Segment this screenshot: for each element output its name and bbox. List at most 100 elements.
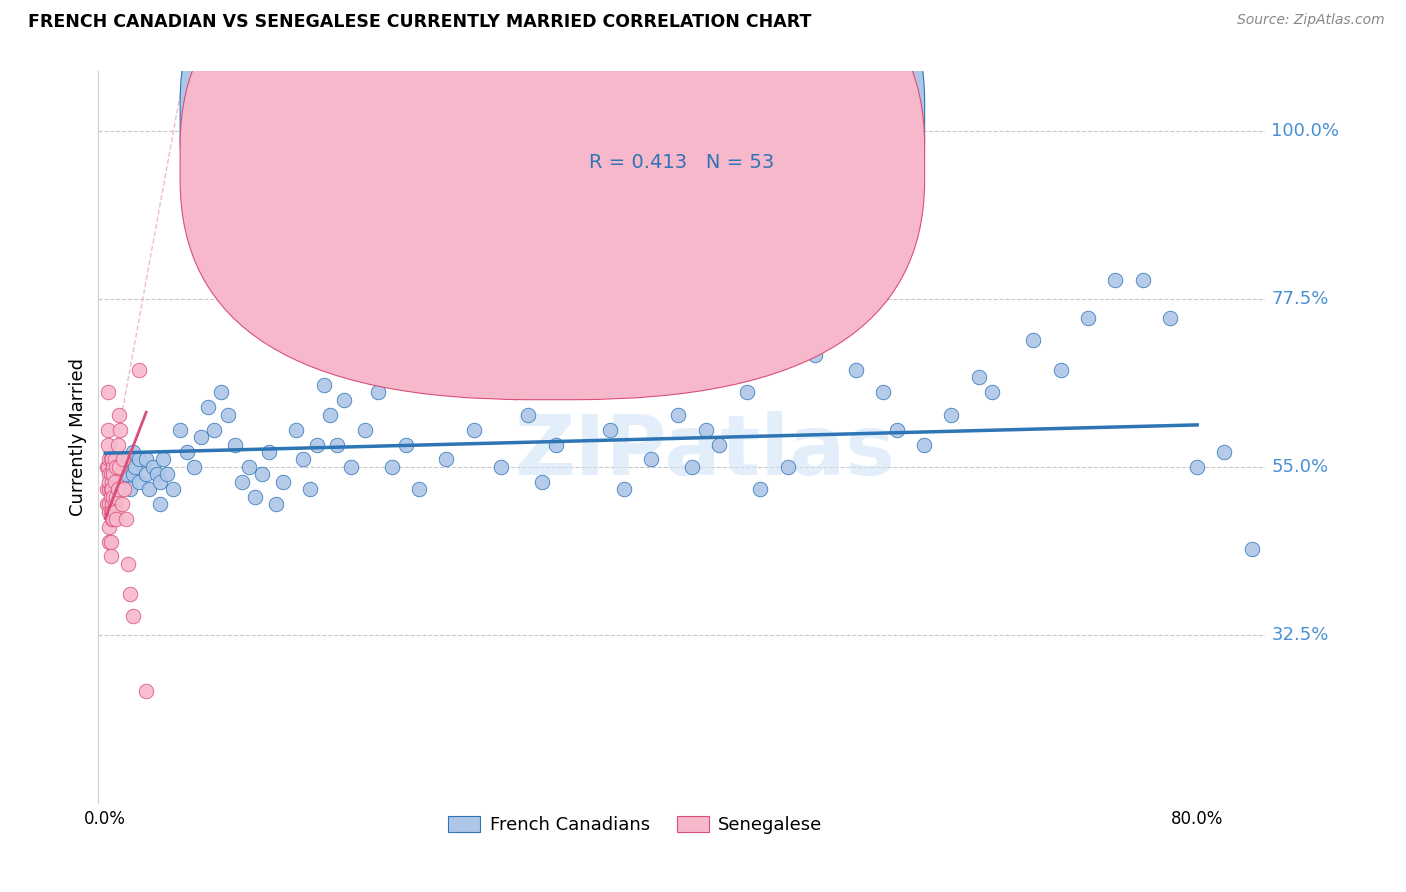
- Point: [169, 423, 191, 437]
- Point: [100, 549, 122, 564]
- Point: [103, 467, 125, 482]
- Point: [111, 459, 134, 474]
- Point: [749, 483, 772, 497]
- Point: [912, 437, 935, 451]
- Point: [97, 459, 120, 474]
- Point: [128, 475, 150, 489]
- Point: [381, 459, 404, 474]
- Point: [101, 497, 124, 511]
- Point: [111, 452, 134, 467]
- Point: [124, 459, 146, 474]
- Point: [217, 408, 239, 422]
- Point: [599, 423, 621, 437]
- Point: [264, 497, 287, 511]
- Point: [668, 408, 690, 422]
- Point: [326, 437, 349, 451]
- Point: [112, 483, 135, 497]
- Point: [1104, 273, 1126, 287]
- Point: [156, 467, 179, 482]
- Text: FRENCH CANADIAN VS SENEGALESE CURRENTLY MARRIED CORRELATION CHART: FRENCH CANADIAN VS SENEGALESE CURRENTLY …: [28, 13, 811, 31]
- Point: [544, 437, 567, 451]
- Point: [101, 475, 124, 489]
- Point: [97, 437, 120, 451]
- Point: [118, 483, 141, 497]
- Point: [353, 423, 375, 437]
- Point: [1350, 423, 1372, 437]
- Point: [981, 385, 1004, 400]
- Point: [108, 408, 131, 422]
- Point: [319, 408, 342, 422]
- Point: [709, 437, 731, 451]
- Point: [98, 483, 121, 497]
- Point: [735, 385, 758, 400]
- Point: [100, 452, 122, 467]
- Point: [572, 377, 595, 392]
- Point: [333, 392, 356, 407]
- Point: [108, 475, 131, 489]
- Point: [100, 467, 122, 482]
- Point: [176, 445, 198, 459]
- Point: [104, 452, 127, 467]
- Text: 100.0%: 100.0%: [1271, 122, 1340, 140]
- Point: [503, 385, 526, 400]
- Point: [695, 423, 717, 437]
- Point: [98, 534, 121, 549]
- Point: [100, 534, 122, 549]
- Point: [872, 385, 894, 400]
- Point: [110, 423, 132, 437]
- Point: [776, 459, 799, 474]
- Point: [238, 459, 260, 474]
- Text: R = 0.413   N = 53: R = 0.413 N = 53: [589, 153, 773, 172]
- Point: [149, 497, 172, 511]
- Point: [298, 483, 321, 497]
- Text: ZIPatlas: ZIPatlas: [515, 411, 896, 492]
- Point: [98, 452, 121, 467]
- Point: [257, 445, 280, 459]
- Point: [190, 430, 212, 444]
- Point: [292, 452, 315, 467]
- Point: [98, 497, 121, 511]
- Point: [101, 483, 124, 497]
- Point: [128, 452, 150, 467]
- Point: [967, 370, 990, 384]
- Point: [105, 459, 128, 474]
- Point: [101, 452, 124, 467]
- Text: 32.5%: 32.5%: [1271, 626, 1329, 644]
- Point: [121, 445, 143, 459]
- Point: [1281, 512, 1303, 526]
- Point: [941, 408, 963, 422]
- Point: [204, 423, 226, 437]
- Text: Source: ZipAtlas.com: Source: ZipAtlas.com: [1237, 13, 1385, 28]
- Point: [146, 467, 169, 482]
- Point: [135, 683, 157, 698]
- Point: [271, 475, 294, 489]
- Point: [183, 459, 205, 474]
- Point: [104, 497, 127, 511]
- Point: [121, 609, 143, 624]
- Point: [100, 490, 122, 504]
- Point: [128, 363, 150, 377]
- Point: [1022, 333, 1045, 347]
- Point: [1213, 445, 1236, 459]
- Point: [312, 377, 335, 392]
- Point: [162, 483, 184, 497]
- Point: [117, 557, 139, 571]
- Point: [845, 363, 868, 377]
- Point: [231, 475, 253, 489]
- Point: [135, 452, 157, 467]
- Point: [305, 437, 328, 451]
- Point: [111, 497, 134, 511]
- Point: [103, 512, 125, 526]
- Point: [96, 497, 118, 511]
- Point: [489, 459, 512, 474]
- Point: [152, 452, 174, 467]
- Point: [1077, 310, 1099, 325]
- Point: [121, 467, 143, 482]
- Point: [340, 459, 363, 474]
- Point: [285, 423, 308, 437]
- Point: [101, 505, 124, 519]
- Point: [804, 348, 827, 362]
- Point: [101, 512, 124, 526]
- Text: 77.5%: 77.5%: [1271, 290, 1329, 308]
- Point: [98, 467, 121, 482]
